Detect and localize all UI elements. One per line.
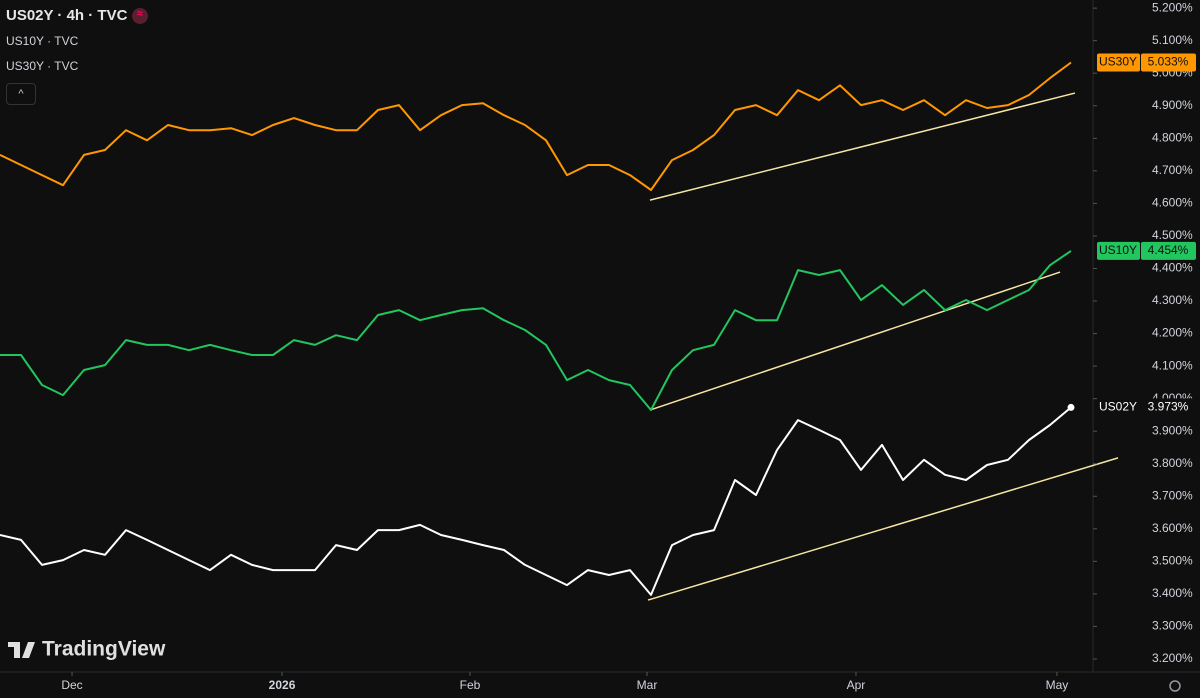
y-tick-label: 3.700% (1152, 488, 1193, 502)
y-tick-label: 4.700% (1152, 163, 1193, 177)
y-tick-label: 3.500% (1152, 554, 1193, 568)
price-tag-name: US30Y (1099, 55, 1137, 69)
y-tick-label: 3.800% (1152, 456, 1193, 470)
y-tick-label: 4.300% (1152, 293, 1193, 307)
price-tag-value-bg (1141, 398, 1196, 417)
trend-line (649, 92, 1076, 201)
trend-line (647, 457, 1119, 601)
x-tick-label: May (1046, 678, 1069, 692)
y-tick-label: 4.100% (1152, 358, 1193, 372)
x-tick-label: Apr (847, 678, 866, 692)
y-tick-label: 4.500% (1152, 228, 1193, 242)
y-tick-label: 3.400% (1152, 586, 1193, 600)
y-tick-label: 4.800% (1152, 130, 1193, 144)
settings-icon[interactable] (1169, 680, 1181, 692)
header-main: US02Y · 4h · TVC ≈ (6, 7, 148, 25)
y-tick-label: 5.200% (1152, 0, 1193, 14)
price-tag-name-bg (1097, 398, 1140, 417)
price-tag-value: 4.454% (1148, 243, 1189, 257)
last-point (1067, 403, 1075, 411)
logo-icon (8, 642, 35, 658)
price-tag-value-bg (1141, 241, 1196, 260)
y-tick-label: 3.200% (1152, 651, 1193, 665)
price-tag-value-bg (1141, 53, 1196, 72)
logo: TradingView (8, 638, 166, 661)
symbol: US02Y · 4h · TVC (6, 7, 128, 24)
badge: ≈ (131, 8, 148, 25)
brand: TradingView (42, 638, 166, 661)
series-line (0, 406, 1072, 596)
y-tick-label: 3.600% (1152, 521, 1193, 535)
price-tag-name: US02Y (1099, 400, 1137, 414)
collapse-button[interactable]: ^ (6, 83, 36, 105)
x-tick-label: Feb (460, 678, 481, 692)
x-tick-label: Mar (637, 678, 658, 692)
y-tick-label: 4.600% (1152, 196, 1193, 210)
price-tag-value: 5.033% (1148, 55, 1189, 69)
price-tag-name: US10Y (1099, 243, 1137, 257)
y-tick-label: 3.900% (1152, 423, 1193, 437)
header-second: US10Y · TVC (6, 34, 79, 48)
series-line (0, 61, 1072, 191)
price-tag-name-bg (1097, 53, 1140, 72)
header-third: US30Y · TVC (6, 59, 79, 73)
axes: 3.200% 3.300% 3.400% 3.500% 3.600% 3.700% 3.80… (61, 0, 1196, 692)
price-tag-name-bg (1097, 241, 1140, 260)
x-tick-label: 2026 (269, 678, 296, 692)
plot (0, 61, 1119, 601)
y-tick-label: 5.100% (1152, 33, 1193, 47)
x-tick-label: Dec (61, 678, 82, 692)
y-tick-label: 4.900% (1152, 98, 1193, 112)
y-tick-label: 3.300% (1152, 619, 1193, 633)
series-line (0, 250, 1072, 411)
y-tick-label: 4.400% (1152, 261, 1193, 275)
y-tick-label: 4.200% (1152, 326, 1193, 340)
gear[interactable] (1169, 680, 1181, 692)
trend-line (649, 271, 1061, 411)
price-tag-value: 3.973% (1148, 400, 1189, 414)
